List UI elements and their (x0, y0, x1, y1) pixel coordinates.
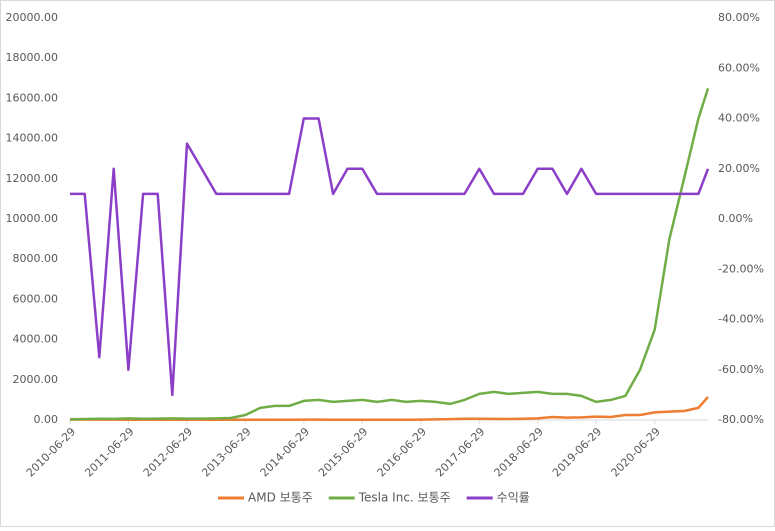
y-tick-label: 8000.00 (13, 252, 59, 265)
y-tick-label: 0.00 (34, 413, 59, 426)
y-tick-label: 14000.00 (6, 132, 59, 145)
y2-tick-label: 0.00% (718, 212, 753, 225)
y-tick-label: 16000.00 (6, 91, 59, 104)
y-tick-label: 20000.00 (6, 11, 59, 24)
y2-tick-label: 60.00% (718, 61, 760, 74)
y-tick-label: 18000.00 (6, 51, 59, 64)
y2-tick-label: 20.00% (718, 162, 760, 175)
legend-label: 수익률 (497, 491, 530, 505)
y-tick-label: 10000.00 (6, 212, 59, 225)
y-tick-label: 6000.00 (13, 292, 59, 305)
series-line (70, 396, 709, 422)
y2-tick-label: -40.00% (718, 313, 764, 326)
y-tick-label: 2000.00 (13, 373, 59, 386)
y-tick-label: 4000.00 (13, 333, 59, 346)
y2-tick-label: 80.00% (718, 11, 760, 24)
series-line (70, 117, 710, 397)
legend-label: Tesla Inc. 보통주 (358, 491, 451, 505)
y-tick-label: 12000.00 (6, 172, 59, 185)
y2-tick-label: 40.00% (718, 112, 760, 125)
y2-tick-label: -60.00% (718, 363, 764, 376)
y2-tick-label: -80.00% (718, 413, 764, 426)
y2-tick-label: -20.00% (718, 262, 764, 275)
legend-label: AMD 보통주 (248, 491, 313, 505)
series-line (69, 88, 710, 421)
